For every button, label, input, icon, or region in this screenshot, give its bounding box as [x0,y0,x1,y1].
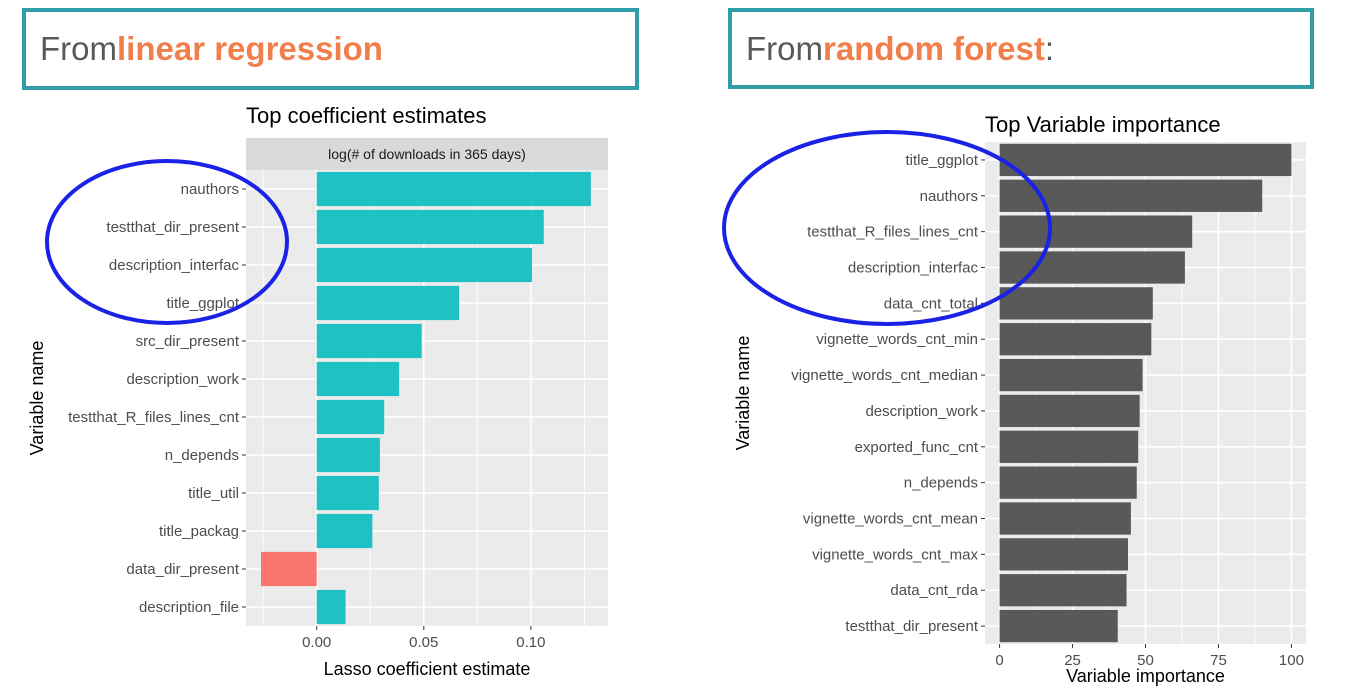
bar-title-util [316,475,379,511]
bar-data-cnt-total [999,287,1153,320]
bar-vignette-words-cnt-mean [999,502,1131,535]
chart-title: Top coefficient estimates [246,103,487,128]
bar-description-work [316,361,400,397]
y-tick-label: nauthors [181,181,239,198]
x-tick-label: 0 [995,652,1003,669]
y-tick-label: testthat_R_files_lines_cnt [68,409,240,426]
x-tick-label: 50 [1137,652,1154,669]
x-tick-label: 25 [1064,652,1081,669]
bar-vignette-words-cnt-min [999,323,1152,356]
plot-panel [246,170,608,626]
variable-importance-chart: Top Variable importance title_ggplotnauth… [722,112,1306,686]
y-tick-label: testthat_R_files_lines_cnt [807,224,979,241]
bar-testthat-dir-present [316,209,544,245]
annotation-circle [45,159,289,325]
bar-description-interfac [999,251,1185,284]
y-tick-label: data_cnt_rda [890,582,978,599]
y-tick-label: vignette_words_cnt_max [812,546,978,563]
y-axis-label: Variable name [27,341,47,456]
header-random-forest: From random forest: [728,8,1314,89]
y-tick-label: description_interfac [848,260,979,277]
x-tick-label: 0.05 [409,634,438,651]
y-tick-label: src_dir_present [136,333,240,350]
bar-data-cnt-rda [999,574,1127,607]
facet-strip [246,138,608,170]
bar-testthat-R-files-lines-cnt [999,215,1193,248]
bar-data-dir-present [260,551,317,587]
bar-testthat-R-files-lines-cnt [316,399,385,435]
y-tick-label: n_depends [165,447,239,464]
y-tick-label: title_packag [159,523,239,540]
x-axis-label: Lasso coefficient estimate [324,659,531,679]
y-tick-label: title_ggplot [166,295,239,312]
facet-strip-label: log(# of downloads in 365 days) [328,146,526,162]
y-tick-label: description_work [865,403,978,420]
header-highlight: random forest [823,29,1045,67]
bar-vignette-words-cnt-max [999,538,1128,571]
y-tick-label: vignette_words_cnt_mean [803,511,978,528]
header-prefix: From [40,30,117,67]
y-tick-label: data_dir_present [126,561,239,578]
bar-title-ggplot [999,143,1292,177]
y-tick-label: testthat_dir_present [106,219,239,236]
bar-n-depends [999,466,1137,499]
bar-n-depends [316,437,380,473]
header-suffix: : [1044,29,1055,67]
annotation-circle [722,130,1052,326]
bar-nauthors [316,171,591,207]
header-linear-regression: From linear regression [22,8,639,90]
y-tick-label: exported_func_cnt [855,439,979,456]
x-tick-label: 75 [1210,652,1227,669]
y-tick-label: title_util [188,485,239,502]
y-tick-label: testthat_dir_present [845,618,978,635]
x-axis-label: Variable importance [1066,666,1225,686]
x-tick-label: 0.00 [302,634,331,651]
y-tick-label: n_depends [904,475,978,492]
x-tick-label: 0.10 [516,634,545,651]
chart-title: Top Variable importance [985,112,1221,137]
lasso-coefficient-chart: Top coefficient estimates log(# of downlo… [27,103,608,679]
header-highlight: linear regression [117,30,383,67]
y-tick-label: title_ggplot [905,152,978,169]
x-tick-label: 100 [1279,652,1304,669]
y-tick-label: description_file [139,599,239,616]
header-prefix: From [746,29,823,67]
y-tick-label: vignette_words_cnt_median [791,367,978,384]
y-tick-label: nauthors [920,188,978,205]
y-tick-label: description_interfac [109,257,240,274]
bar-exported-func-cnt [999,430,1139,463]
bar-nauthors [999,179,1263,212]
bar-description-file [316,589,346,625]
bar-description-interfac [316,247,532,283]
bar-src-dir-present [316,323,422,359]
bar-title-packag [316,513,373,549]
y-tick-label: description_work [126,371,239,388]
bar-title-ggplot [316,285,460,321]
y-axis-label: Variable name [733,336,753,451]
y-tick-label: data_cnt_total [884,295,978,312]
bar-vignette-words-cnt-median [999,358,1143,392]
bar-description-work [999,394,1140,428]
bar-testthat-dir-present [999,609,1118,643]
y-tick-label: vignette_words_cnt_min [816,331,978,348]
